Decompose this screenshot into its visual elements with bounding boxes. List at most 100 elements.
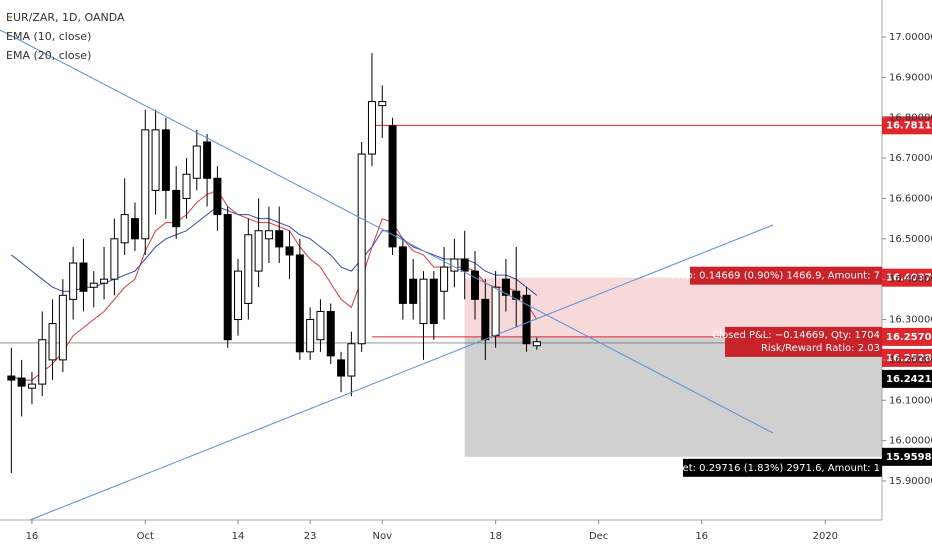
candle-body <box>337 359 346 377</box>
candle-body <box>213 177 222 216</box>
y-tick-label: 17.00000 <box>889 32 932 43</box>
trend-line-up <box>29 224 774 521</box>
candles <box>7 53 541 473</box>
candle-body <box>151 129 160 191</box>
y-tick-label: 16.90000 <box>889 72 932 83</box>
candle-body <box>419 278 428 325</box>
labels: 16.78117 16.40372 16.25703 16.25287 16.24212… <box>661 116 932 477</box>
chart-title: EUR/ZAR, 1D, OANDA <box>6 11 125 24</box>
price-label-box <box>882 447 932 466</box>
y-tick-label: 16.10000 <box>889 395 932 406</box>
price-label-box <box>882 369 932 388</box>
x-tick-label: Oct <box>137 531 154 542</box>
candle-body <box>17 377 26 387</box>
candle-body <box>326 310 335 357</box>
candle-body <box>347 343 356 377</box>
legend-entry: EMA (10, close) <box>6 30 91 43</box>
candle-body <box>7 375 16 381</box>
candle-body <box>522 294 531 345</box>
candle-body <box>223 214 232 341</box>
candle-body <box>378 101 387 107</box>
x-tick-label: 16 <box>26 531 39 542</box>
candle-body <box>409 278 418 304</box>
x-tick-label: Dec <box>589 531 608 542</box>
candle-body <box>192 145 201 179</box>
candle-body <box>275 230 284 248</box>
candle-body <box>120 214 129 244</box>
candle-body <box>460 258 469 272</box>
candle-body <box>501 278 510 296</box>
candle-body <box>244 234 253 304</box>
candle-body <box>141 129 150 240</box>
price-label: 15.95987 <box>886 452 932 463</box>
candle-body <box>440 266 449 292</box>
price-label-box <box>882 327 932 346</box>
candle-body <box>388 125 397 248</box>
candle-body <box>316 310 325 341</box>
candle-body <box>398 246 407 304</box>
candle-body <box>89 282 98 288</box>
candle-body <box>357 153 366 345</box>
price-label-box <box>882 348 932 367</box>
y-tick-label: 16.40000 <box>889 274 932 285</box>
candle-body <box>38 339 47 385</box>
candle-body <box>429 278 438 325</box>
candle-body <box>491 286 500 337</box>
rr-label: Risk/Reward Ratio: 2.03 <box>761 343 880 354</box>
ema-line <box>11 205 538 296</box>
candle-body <box>58 294 67 361</box>
price-label-box <box>882 116 932 135</box>
candle-body <box>110 238 119 280</box>
candle-body <box>367 101 376 155</box>
candle-body <box>481 298 490 341</box>
pnl-label: Closed P&L: −0.14669, Qty: 1704 <box>712 330 880 341</box>
candle-body <box>450 258 459 272</box>
candle-body <box>130 218 139 240</box>
candle-body <box>285 246 294 256</box>
candle-body <box>254 230 263 272</box>
candle-body <box>306 319 315 353</box>
annotation-box <box>683 458 882 477</box>
candle-body <box>295 254 304 353</box>
x-tick-label: 16 <box>695 531 708 542</box>
price-label: 16.78117 <box>886 120 932 131</box>
candle-body <box>182 173 191 199</box>
x-tick-label: 18 <box>489 531 502 542</box>
price-label: 16.25287 <box>886 353 932 364</box>
price-label-box <box>882 268 932 287</box>
candle-body <box>264 230 273 240</box>
y-tick-label: 16.80000 <box>889 113 932 124</box>
x-tick-label: 23 <box>304 531 317 542</box>
candle-body <box>532 341 541 347</box>
candle-body <box>203 141 212 179</box>
x-tick-label: 14 <box>232 531 245 542</box>
candle-body <box>79 262 88 292</box>
candle-body <box>471 270 480 300</box>
target-label: Target: 0.29716 (1.83%) 2971.6, Amount: … <box>661 463 880 474</box>
price-label: 16.25703 <box>886 332 932 343</box>
trend-line-down <box>0 29 774 434</box>
price-label: 16.40372 <box>886 273 932 284</box>
candle-body <box>69 262 78 300</box>
stop-label: Stop: 0.14669 (0.90%) 1466.9, Amount: 7 <box>670 271 880 282</box>
candle-body <box>48 323 57 361</box>
y-tick-label: 16.30000 <box>889 315 932 326</box>
annotation-box <box>725 326 882 357</box>
legend-entry: EMA (20, close) <box>6 49 91 62</box>
x-tick-label: 2020 <box>813 531 838 542</box>
y-tick-label: 16.00000 <box>889 436 932 447</box>
candle-body <box>27 383 36 389</box>
candle-body <box>172 189 181 228</box>
ema-line <box>11 189 538 381</box>
y-tick-label: 16.60000 <box>889 193 932 204</box>
annotation-box <box>690 266 882 285</box>
candle-body <box>100 278 109 284</box>
price-label: 16.24212 <box>886 374 932 385</box>
candle-body <box>161 129 170 191</box>
y-tick-label: 15.90000 <box>889 476 932 487</box>
x-tick-label: Nov <box>373 531 393 542</box>
y-tick-label: 16.20000 <box>889 355 932 366</box>
y-tick-label: 16.70000 <box>889 153 932 164</box>
candle-body <box>234 270 243 321</box>
